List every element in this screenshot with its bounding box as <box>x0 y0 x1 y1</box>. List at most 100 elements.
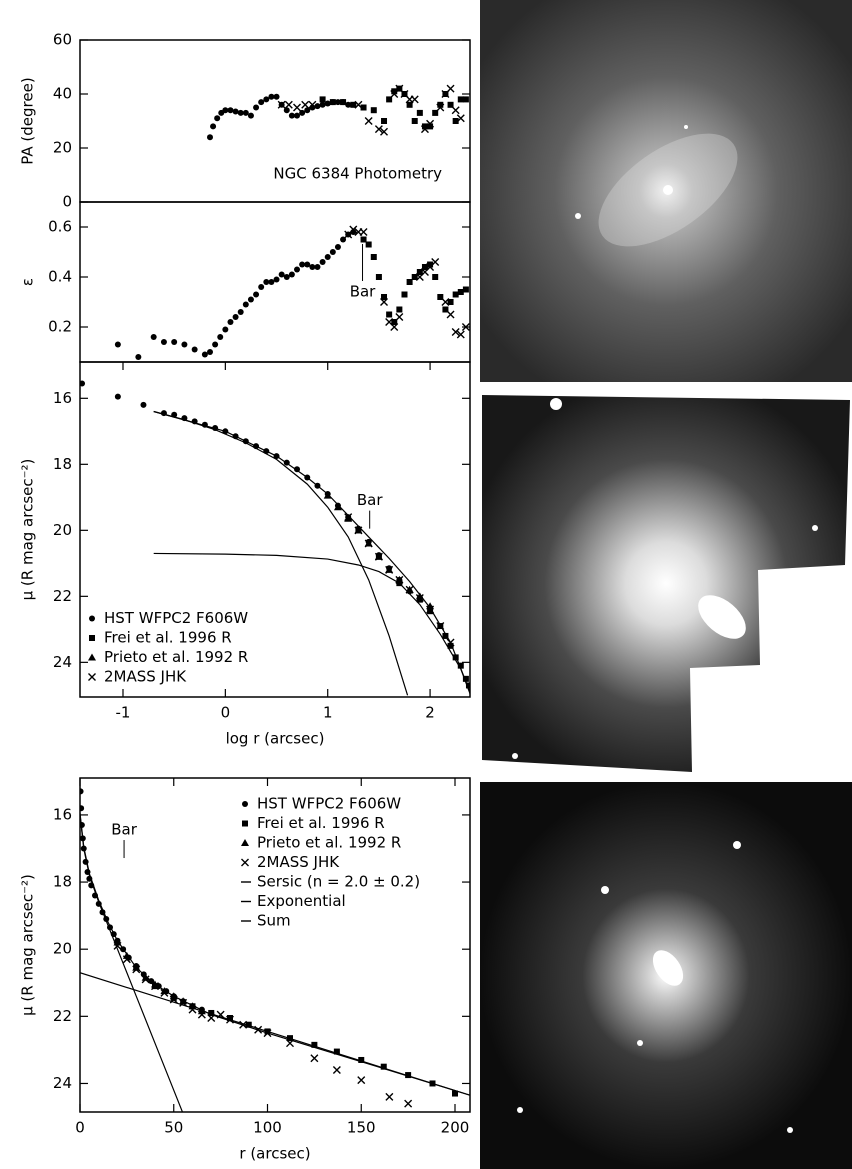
point <box>446 84 455 93</box>
point <box>283 107 290 114</box>
point <box>391 88 398 95</box>
point <box>207 349 213 355</box>
y-tick-label: 0.4 <box>48 268 72 286</box>
star <box>601 886 609 894</box>
legend-label: Exponential <box>257 892 346 910</box>
point <box>263 279 270 285</box>
y-tick-label: 20 <box>53 940 72 958</box>
point <box>446 310 455 319</box>
point <box>421 264 428 270</box>
point <box>405 1072 412 1079</box>
star <box>787 1127 793 1133</box>
point <box>222 107 229 114</box>
plot-frame <box>79 361 471 698</box>
point <box>309 264 316 270</box>
point <box>329 249 336 255</box>
point <box>359 228 368 236</box>
point <box>268 93 275 100</box>
point <box>447 642 454 649</box>
point <box>227 1015 233 1022</box>
point <box>324 254 331 260</box>
annotation: Bar <box>357 491 383 509</box>
y-tick-label: 0.6 <box>48 218 72 236</box>
point <box>451 328 460 336</box>
plot-area <box>207 84 469 141</box>
point <box>80 788 84 795</box>
annotation: Bar <box>111 821 137 839</box>
point <box>364 539 373 548</box>
point <box>294 266 301 273</box>
point <box>334 99 341 106</box>
point <box>135 354 142 360</box>
star <box>550 398 562 410</box>
legend-swatch <box>89 635 95 641</box>
point <box>242 301 249 308</box>
point <box>340 236 347 243</box>
legend-swatch <box>89 615 95 622</box>
point <box>208 1009 215 1016</box>
point <box>380 298 389 306</box>
point <box>237 309 244 315</box>
galaxy-core <box>663 185 673 195</box>
star <box>812 525 818 531</box>
point <box>332 1066 341 1075</box>
galaxy-bulge <box>698 595 746 639</box>
point <box>273 93 280 100</box>
point <box>452 118 459 124</box>
y-tick-label: 0 <box>62 193 72 211</box>
point <box>360 104 367 111</box>
point <box>80 380 86 387</box>
point <box>381 294 388 300</box>
point <box>114 341 121 348</box>
legend-swatch <box>241 858 249 867</box>
point <box>334 244 341 250</box>
point <box>406 279 413 285</box>
point <box>299 261 306 268</box>
legend-label: 2MASS JHK <box>257 853 340 871</box>
point <box>390 323 399 331</box>
point <box>447 101 454 108</box>
point <box>365 241 372 248</box>
point <box>456 330 465 339</box>
point <box>253 291 260 298</box>
point <box>324 100 331 107</box>
point <box>227 107 234 114</box>
legend-swatch <box>242 820 248 827</box>
point <box>452 291 459 298</box>
point <box>457 96 464 103</box>
point <box>462 675 469 682</box>
y-axis-label: μ (R mag arcsec⁻²) <box>19 459 37 601</box>
point <box>140 401 147 408</box>
x-tick-label: 1 <box>323 704 333 722</box>
point <box>396 306 403 313</box>
point <box>457 662 464 669</box>
point <box>210 123 217 130</box>
point <box>191 346 198 353</box>
point <box>284 100 293 109</box>
point <box>150 334 157 340</box>
legend-swatch <box>88 653 96 661</box>
point <box>160 339 167 345</box>
point <box>80 805 85 812</box>
point <box>319 96 326 103</box>
point <box>437 294 444 300</box>
point <box>401 291 408 298</box>
point <box>299 109 306 116</box>
point <box>245 1021 252 1028</box>
legend-label: Prieto et al. 1992 R <box>104 648 248 666</box>
annotation: Bar <box>350 283 376 301</box>
point <box>374 552 383 561</box>
point <box>222 326 229 333</box>
point <box>141 973 150 981</box>
point <box>416 269 423 275</box>
point <box>462 96 469 103</box>
y-tick-label: 18 <box>53 873 72 891</box>
model-curve <box>153 552 470 694</box>
x-tick-label: 2 <box>425 704 435 722</box>
legend-label: Prieto et al. 1992 R <box>257 834 401 852</box>
point <box>432 109 439 116</box>
point <box>294 112 301 119</box>
point <box>212 341 219 348</box>
point <box>452 654 459 661</box>
legend-label: 2MASS JHK <box>104 668 187 686</box>
